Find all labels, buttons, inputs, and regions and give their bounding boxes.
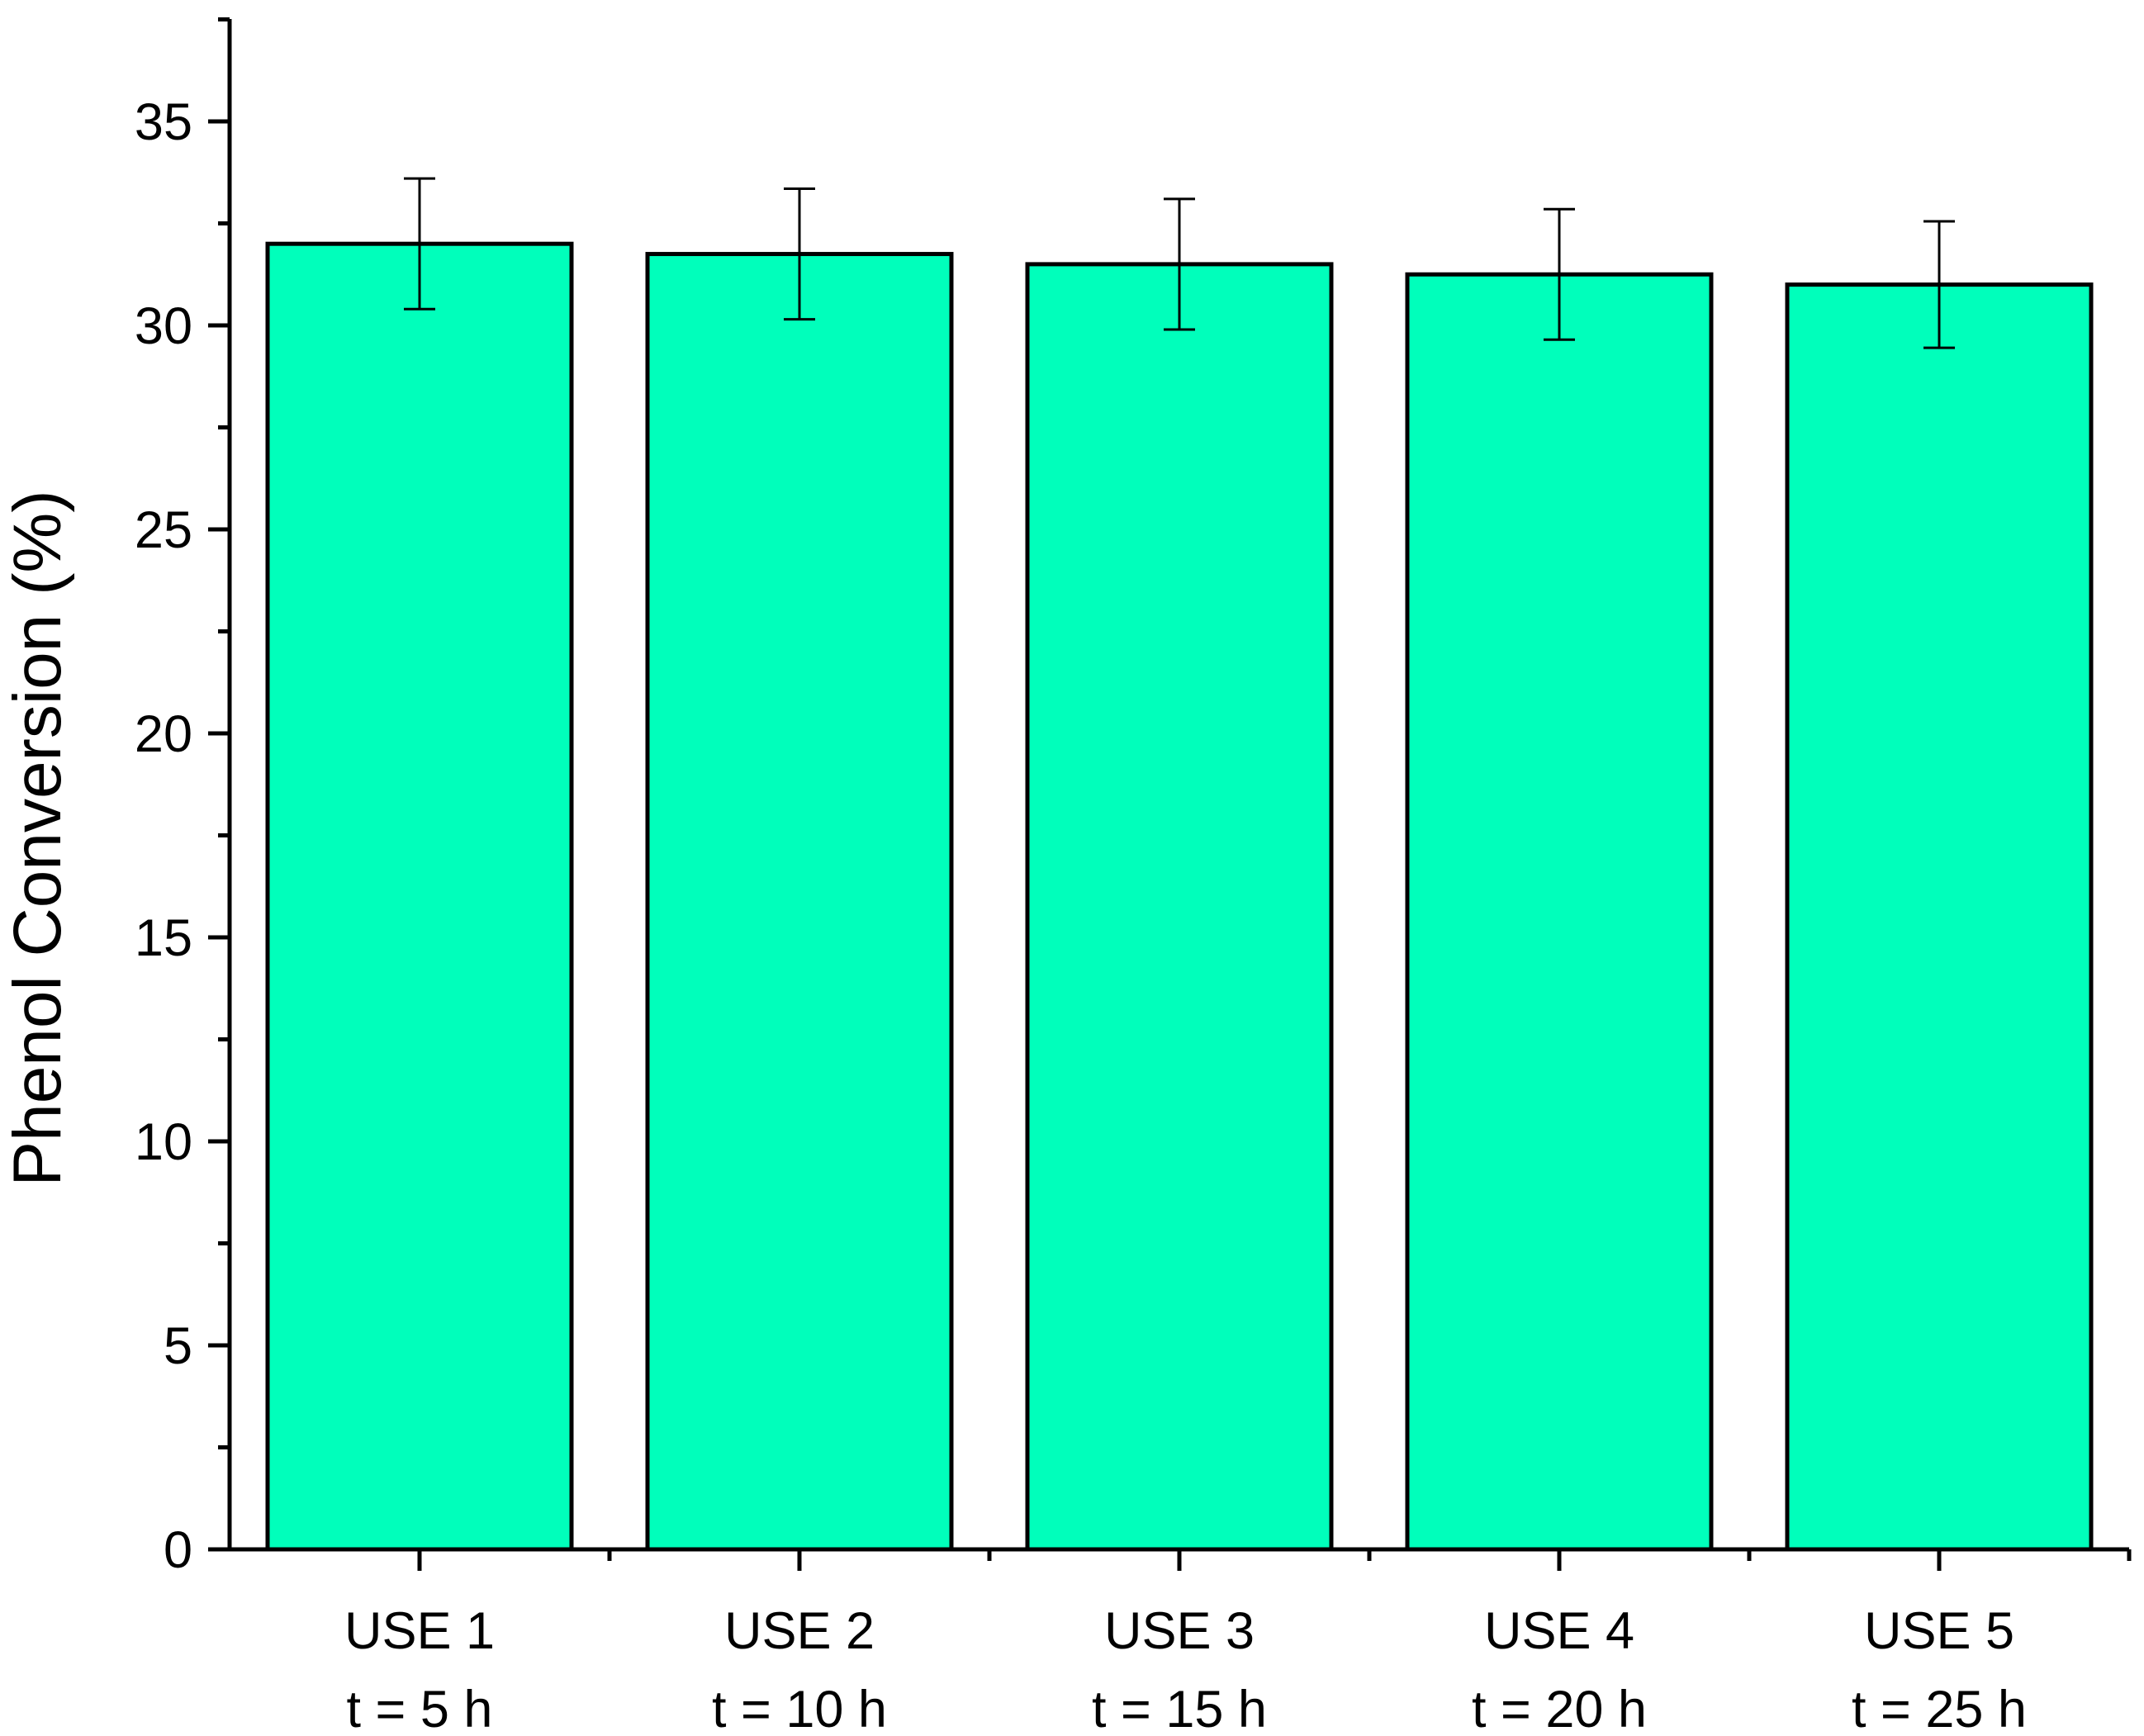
bars-layer <box>265 241 2094 1552</box>
y-tick-label: 30 <box>135 297 192 355</box>
x-tick-label: USE 2 <box>724 1602 875 1660</box>
x-tick-label: USE 3 <box>1104 1602 1255 1660</box>
x-tick-label: t = 5 h <box>347 1681 493 1732</box>
y-tick-label: 20 <box>135 705 192 763</box>
bar-4 <box>1405 272 1714 1552</box>
x-tick-label: t = 10 h <box>712 1681 887 1732</box>
error-bar-3 <box>1164 197 1195 331</box>
error-bar-4 <box>1544 207 1575 341</box>
error-bar-1 <box>404 177 435 311</box>
x-tick-label: t = 15 h <box>1092 1681 1267 1732</box>
x-tick-label: USE 4 <box>1484 1602 1634 1660</box>
x-tick-label: USE 5 <box>1864 1602 2014 1660</box>
x-tick-label: USE 1 <box>344 1602 495 1660</box>
y-tick-label: 5 <box>164 1317 192 1375</box>
x-tick-label: t = 25 h <box>1852 1681 2027 1732</box>
y-axis-title: Phenol Conversion (%) <box>0 490 75 1186</box>
labels-layer: 0 5 10 15 20 25 30 35 USE 1 t = 5 h USE 2 t = 10 h U… <box>135 93 2027 1736</box>
error-bar-5 <box>1923 220 1955 349</box>
y-tick-label: 25 <box>135 501 192 559</box>
error-bars-layer <box>404 177 1955 349</box>
axes-layer <box>208 17 2132 1571</box>
bar-5 <box>1785 282 2094 1552</box>
bar-2 <box>645 252 954 1552</box>
y-tick-label: 35 <box>135 93 192 151</box>
bar-1 <box>265 241 574 1552</box>
y-tick-label: 10 <box>135 1113 192 1171</box>
x-tick-label: t = 20 h <box>1472 1681 1647 1732</box>
error-bar-2 <box>784 187 815 321</box>
y-tick-label: 0 <box>164 1521 192 1579</box>
bar-3 <box>1025 262 1334 1552</box>
y-tick-label: 15 <box>135 909 192 967</box>
